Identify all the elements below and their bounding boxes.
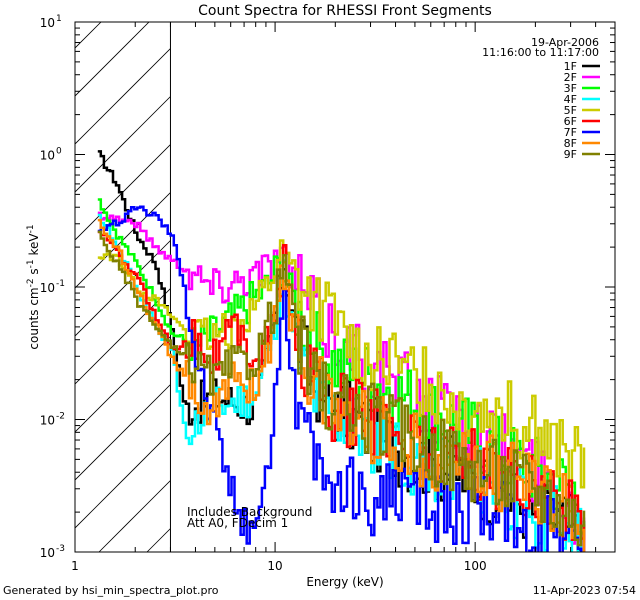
legend-label-1F: 1F [564,60,577,73]
series-line-5F [97,239,586,489]
y-tick-label: 10 [40,414,55,428]
y-tick-exponent: -3 [56,544,65,554]
date-label: 19-Apr-2006 [531,36,599,49]
background-annotation: Includes Background [187,505,312,519]
hatch-line [75,22,150,97]
y-tick-exponent: -2 [56,412,65,422]
hatch-line [0,0,123,552]
hatch-line [627,0,640,552]
y-tick-exponent: -1 [56,279,65,289]
y-tick-label: 10 [40,546,55,560]
time-range-label: 11:16:00 to 11:17:00 [482,46,599,59]
y-tick-exponent: 1 [56,14,62,24]
y-tick-label: 10 [40,149,55,163]
y-tick-exponent: 0 [56,147,62,157]
y-tick-label: 10 [40,16,55,30]
legend-label-9F: 9F [564,148,577,161]
x-tick-label: 10 [267,559,282,573]
legend-label-8F: 8F [564,137,577,150]
x-tick-label: 100 [464,559,487,573]
attenuator-annotation: Att A0, FDecim 1 [187,516,288,530]
legend-label-4F: 4F [564,93,577,106]
x-axis-label: Energy (keV) [306,575,383,589]
x-tick-label: 1 [71,559,79,573]
generated-by-label: Generated by hsi_min_spectra_plot.pro [3,584,219,597]
chart-title: Count Spectra for RHESSI Front Segments [198,3,492,19]
series-lines [97,150,586,552]
legend-label-7F: 7F [564,126,577,139]
y-axis-label: counts cm-2 s-1 keV-1 [26,224,41,349]
x-tick-labels: 1 10 100 [71,559,486,573]
legend-label-6F: 6F [564,115,577,128]
axis-ticks [74,21,616,553]
hatch-line [75,22,198,145]
y-tick-label: 10 [40,281,55,295]
legend-label-5F: 5F [564,104,577,117]
legend-label-2F: 2F [564,71,577,84]
generation-timestamp: 11-Apr-2023 07:54 [532,584,636,597]
legend-label-3F: 3F [564,82,577,95]
series-line-9F [97,230,586,547]
